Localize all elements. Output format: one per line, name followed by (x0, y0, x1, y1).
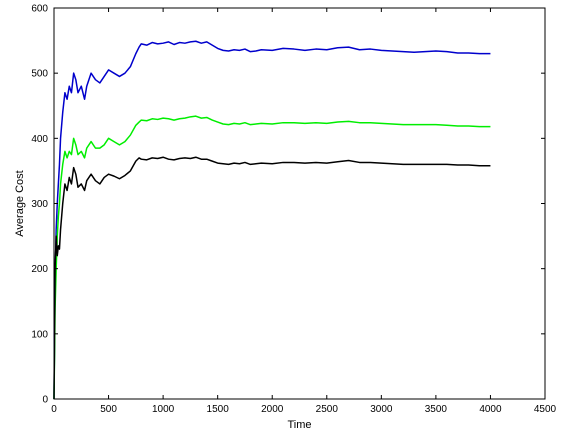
x-tick-label: 1500 (207, 404, 230, 415)
x-tick-label: 2000 (261, 404, 284, 415)
y-tick-label: 200 (31, 264, 48, 275)
y-tick-label: 600 (31, 4, 48, 15)
y-axis-label: Average Cost (14, 170, 26, 236)
x-tick-label: 500 (100, 404, 117, 415)
y-tick-label: 100 (31, 329, 48, 340)
y-axis-ticks: 0 100 200 300 400 500 600 (31, 4, 545, 406)
y-tick-label: 0 (42, 395, 48, 406)
plot-area (53, 7, 546, 400)
x-tick-label: 4000 (479, 404, 502, 415)
x-axis-label: Time (287, 419, 311, 431)
x-tick-label: 3000 (370, 404, 393, 415)
y-tick-label: 300 (31, 199, 48, 210)
x-tick-label: 3500 (425, 404, 448, 415)
series-line-3 (53, 156, 491, 400)
y-tick-label: 500 (31, 69, 48, 80)
x-tick-label: 2500 (316, 404, 339, 415)
x-axis-ticks: 0 500 1000 1500 2000 2500 3000 3500 4000 4500 (51, 8, 557, 415)
series-line-1 (53, 40, 491, 400)
x-tick-label: 0 (51, 404, 57, 415)
x-tick-label: 1000 (152, 404, 175, 415)
series-line-2 (53, 115, 491, 400)
x-tick-label: 4500 (534, 404, 557, 415)
y-tick-label: 400 (31, 134, 48, 145)
series-layer (53, 40, 491, 400)
